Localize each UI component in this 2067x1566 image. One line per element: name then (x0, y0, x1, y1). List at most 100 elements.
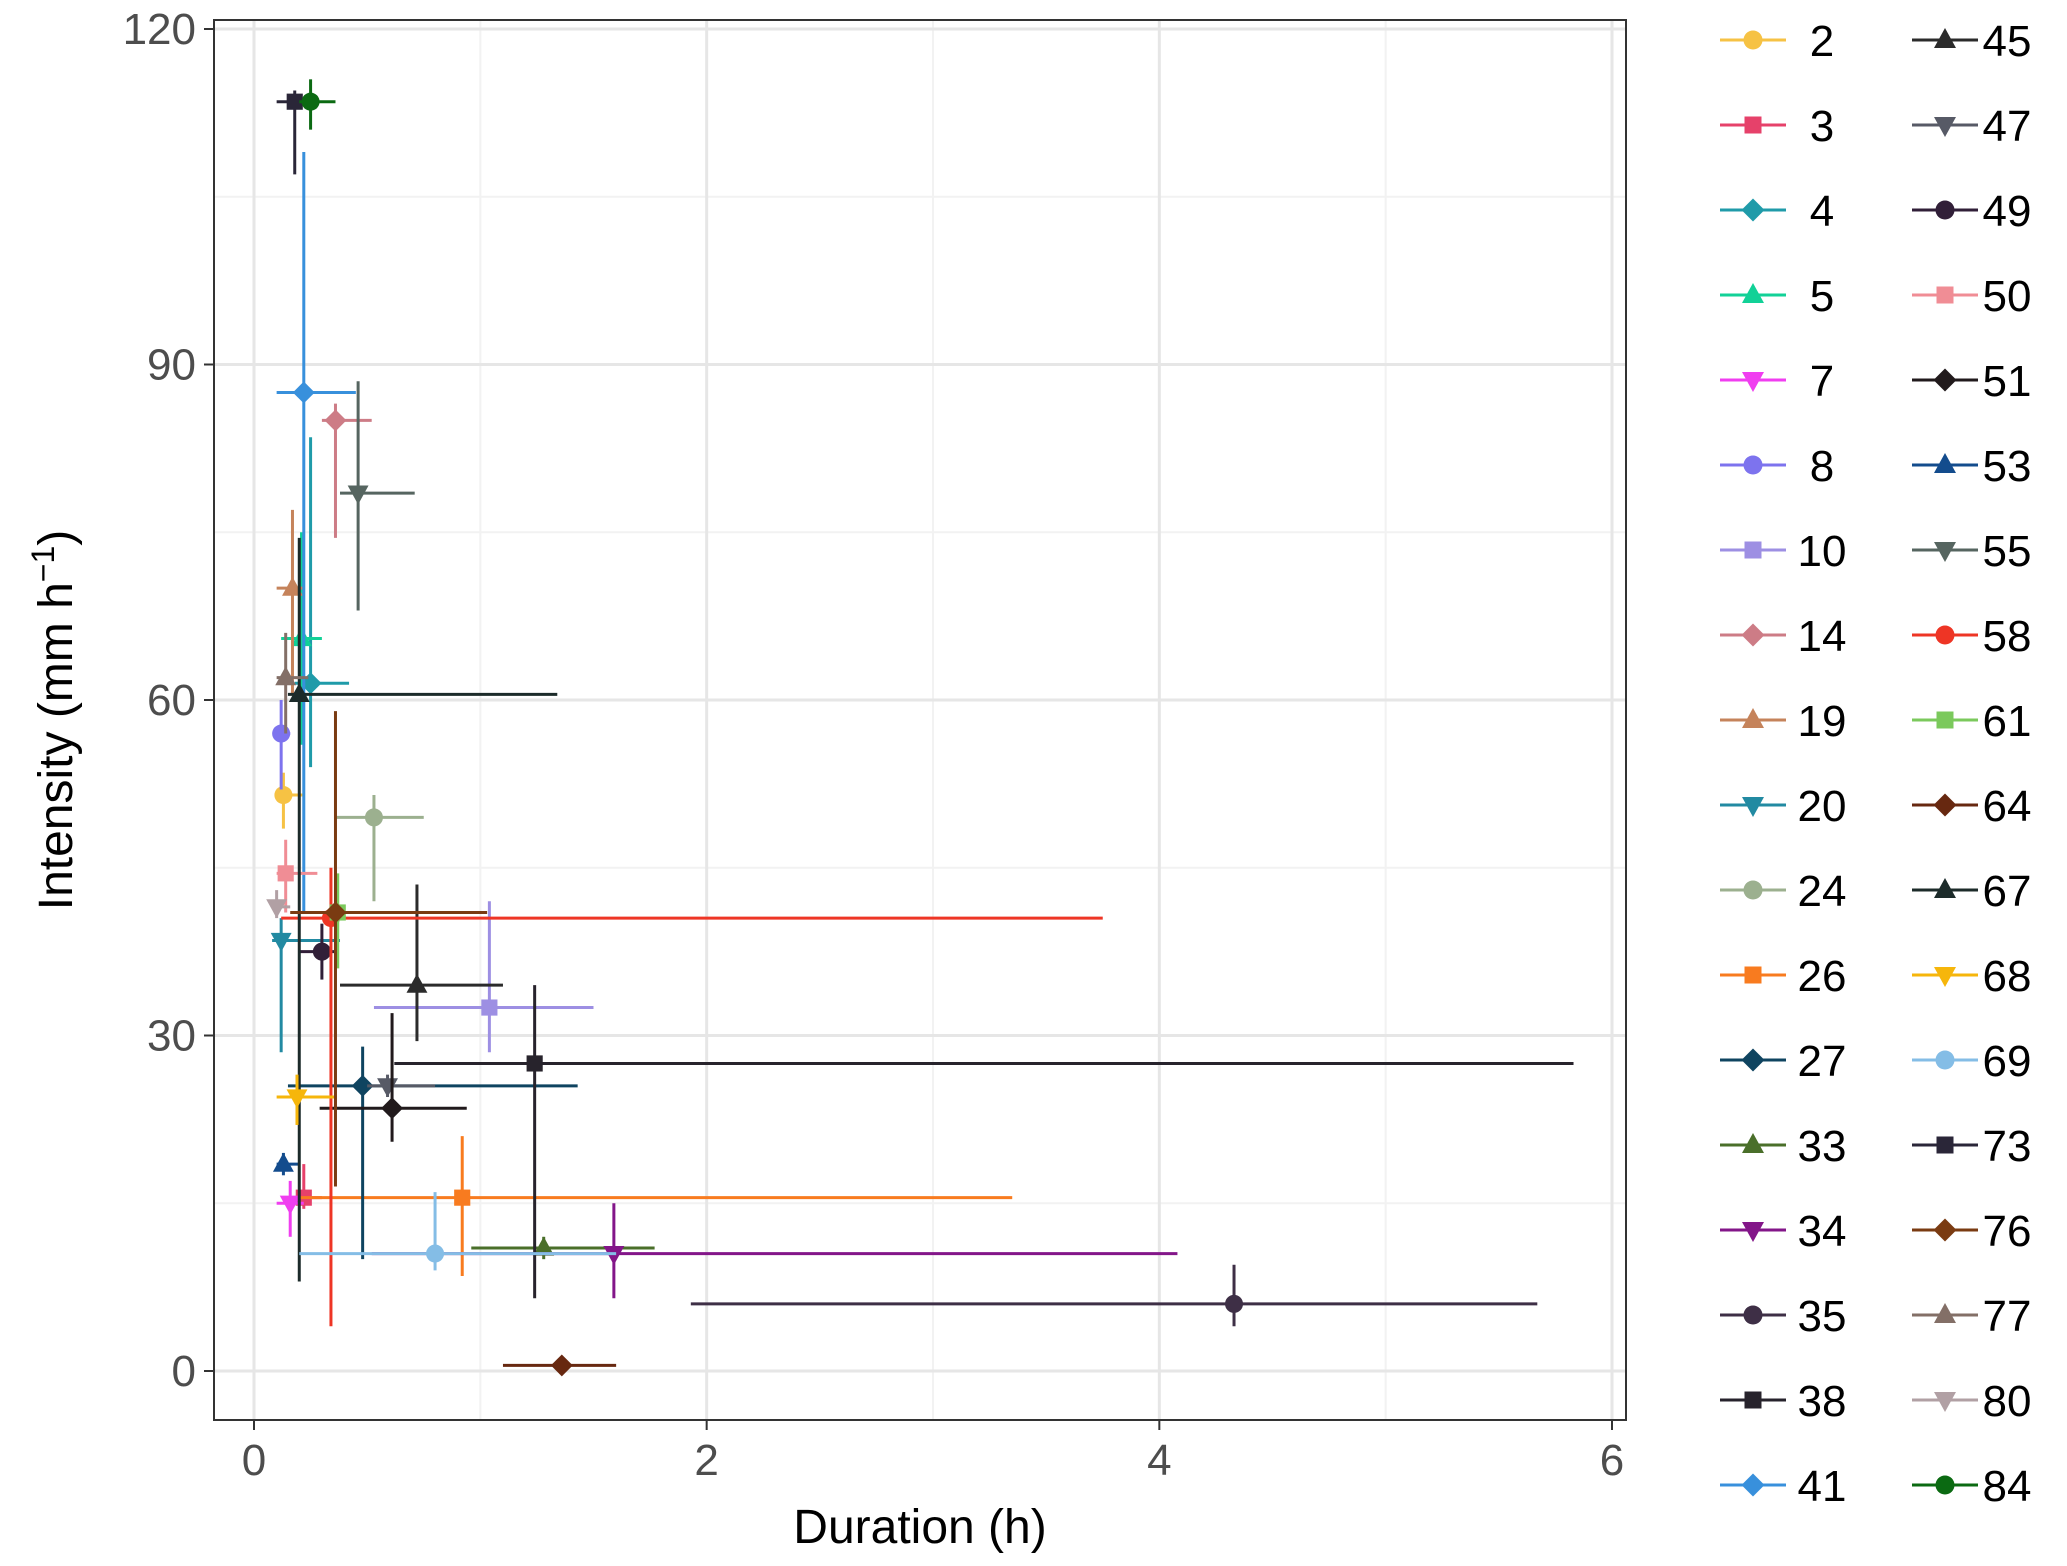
legend-key-marker (1742, 708, 1764, 728)
legend-item-5: 5 (1720, 272, 1834, 321)
legend-item-49: 49 (1912, 187, 2031, 236)
legend-item-53: 53 (1912, 442, 2031, 491)
legend-item-73: 73 (1912, 1122, 2031, 1171)
legend-key-marker (1934, 1392, 1956, 1412)
legend-item-45: 45 (1912, 17, 2031, 66)
legend-item-4: 4 (1720, 187, 1834, 236)
data-point (274, 786, 293, 805)
legend-item-34: 34 (1720, 1207, 1846, 1256)
series-76 (290, 711, 488, 1187)
legend-key-marker (1744, 541, 1762, 559)
series-35 (690, 1264, 1538, 1327)
data-point (286, 1089, 308, 1109)
series-5 (281, 532, 322, 745)
y-axis-title-base: Intensity (mm h (30, 582, 83, 910)
legend-label: 68 (1983, 952, 2032, 1001)
legend-key-marker (1742, 372, 1764, 392)
legend-key-marker (1743, 30, 1763, 50)
legend-label: 47 (1983, 102, 2032, 151)
legend-label: 53 (1983, 442, 2032, 491)
legend-label: 26 (1798, 952, 1847, 1001)
legend-label: 51 (1983, 357, 2032, 406)
legend-label: 45 (1983, 17, 2032, 66)
y-axis-title: Intensity (mm h−1) (25, 530, 83, 911)
legend-item-3: 3 (1720, 102, 1834, 151)
series-68 (276, 1074, 336, 1125)
data-point (550, 1354, 573, 1377)
legend-item-27: 27 (1720, 1037, 1846, 1086)
legend-key-marker (1935, 1050, 1955, 1070)
series-84 (299, 79, 336, 130)
legend-item-7: 7 (1720, 357, 1834, 406)
series-51 (319, 1013, 467, 1142)
legend-key-marker (1743, 455, 1763, 475)
series-64 (502, 1354, 617, 1377)
legend-key-marker (1935, 200, 1955, 220)
data-point (266, 899, 288, 919)
data-point (272, 724, 291, 743)
x-tick-label: 6 (1600, 1436, 1624, 1485)
legend-item-24: 24 (1720, 867, 1846, 916)
legend-key-marker (1744, 966, 1762, 984)
legend-item-50: 50 (1912, 272, 2031, 321)
legend-key-marker (1934, 542, 1956, 562)
legend-label: 14 (1798, 612, 1847, 661)
legend-item-38: 38 (1720, 1377, 1846, 1426)
legend-item-67: 67 (1912, 867, 2031, 916)
legend-key-marker (1741, 1048, 1765, 1072)
data-point (277, 865, 294, 882)
data-point (347, 485, 369, 505)
y-axis-title-close: ) (30, 530, 83, 546)
legend-label: 64 (1983, 782, 2032, 831)
y-tick-label: 90 (147, 341, 196, 390)
legend-label: 5 (1810, 272, 1834, 321)
legend-label: 8 (1810, 442, 1834, 491)
data-point (272, 1152, 294, 1172)
y-tick-label: 0 (172, 1347, 196, 1396)
data-point (454, 1189, 471, 1206)
legend-label: 3 (1810, 102, 1834, 151)
legend-label: 50 (1983, 272, 2032, 321)
legend-key-marker (1936, 711, 1954, 729)
data-point (526, 1055, 543, 1072)
legend-key-marker (1933, 1218, 1957, 1242)
legend-label: 80 (1983, 1377, 2032, 1426)
y-tick-label: 60 (147, 676, 196, 725)
series-33 (471, 1236, 655, 1260)
x-tick-label: 4 (1147, 1436, 1171, 1485)
legend-key-marker (1936, 286, 1954, 304)
legend-key-marker (1742, 797, 1764, 817)
grid-lines (214, 20, 1626, 1420)
legend-item-41: 41 (1720, 1462, 1846, 1511)
data-point (533, 1236, 555, 1256)
legend-item-14: 14 (1720, 612, 1846, 661)
series-24 (335, 795, 424, 902)
legend-label: 67 (1983, 867, 2032, 916)
series-69 (299, 1192, 617, 1271)
data-point (364, 808, 383, 827)
data-point (381, 1097, 403, 1120)
legend-item-77: 77 (1912, 1292, 2031, 1341)
plot-panel (214, 20, 1626, 1420)
legend-label: 10 (1798, 527, 1847, 576)
legend-label: 73 (1983, 1122, 2032, 1171)
data-marks (266, 79, 1574, 1377)
legend-item-55: 55 (1912, 527, 2031, 576)
data-point (351, 1074, 374, 1097)
plot-border (213, 19, 1627, 1421)
data-point (279, 1195, 301, 1215)
data-point (286, 93, 303, 110)
legend-item-33: 33 (1720, 1122, 1846, 1171)
legend-key-marker (1933, 793, 1957, 817)
legend-key-marker (1742, 1133, 1764, 1153)
legend-label: 35 (1798, 1292, 1847, 1341)
legend-label: 76 (1983, 1207, 2032, 1256)
legend-key-marker (1935, 625, 1955, 645)
data-point (406, 973, 428, 993)
legend-item-69: 69 (1912, 1037, 2031, 1086)
legend-key-marker (1934, 878, 1956, 898)
y-axis-title-sup: −1 (25, 546, 61, 582)
data-point (270, 932, 292, 952)
legend-key-marker (1934, 453, 1956, 473)
